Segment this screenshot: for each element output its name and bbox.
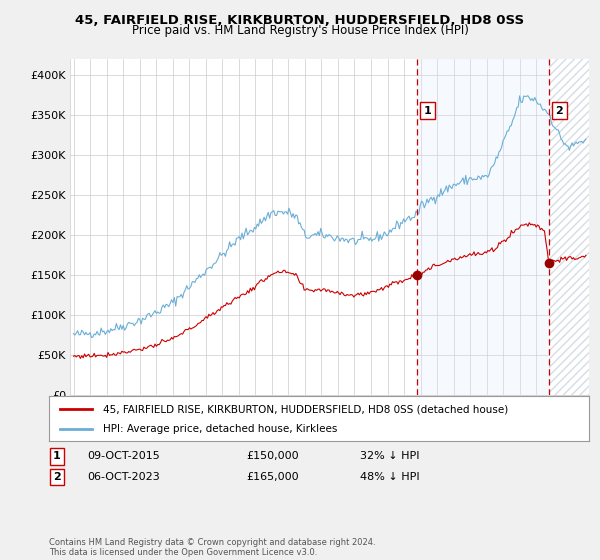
Text: Contains HM Land Registry data © Crown copyright and database right 2024.
This d: Contains HM Land Registry data © Crown c… <box>49 538 376 557</box>
Text: HPI: Average price, detached house, Kirklees: HPI: Average price, detached house, Kirk… <box>103 424 338 434</box>
Text: 48% ↓ HPI: 48% ↓ HPI <box>360 472 419 482</box>
Text: Price paid vs. HM Land Registry's House Price Index (HPI): Price paid vs. HM Land Registry's House … <box>131 24 469 36</box>
Text: 1: 1 <box>424 106 431 116</box>
Text: 2: 2 <box>556 106 563 116</box>
Bar <box>417 59 549 395</box>
Text: 45, FAIRFIELD RISE, KIRKBURTON, HUDDERSFIELD, HD8 0SS: 45, FAIRFIELD RISE, KIRKBURTON, HUDDERSF… <box>76 14 524 27</box>
Text: 45, FAIRFIELD RISE, KIRKBURTON, HUDDERSFIELD, HD8 0SS (detached house): 45, FAIRFIELD RISE, KIRKBURTON, HUDDERSF… <box>103 404 508 414</box>
Text: 32% ↓ HPI: 32% ↓ HPI <box>360 451 419 461</box>
Text: 2: 2 <box>53 472 61 482</box>
Bar <box>549 59 600 395</box>
Text: 1: 1 <box>53 451 61 461</box>
Text: 09-OCT-2015: 09-OCT-2015 <box>87 451 160 461</box>
Text: £165,000: £165,000 <box>246 472 299 482</box>
Text: £150,000: £150,000 <box>246 451 299 461</box>
Bar <box>549 59 600 395</box>
Text: 06-OCT-2023: 06-OCT-2023 <box>87 472 160 482</box>
